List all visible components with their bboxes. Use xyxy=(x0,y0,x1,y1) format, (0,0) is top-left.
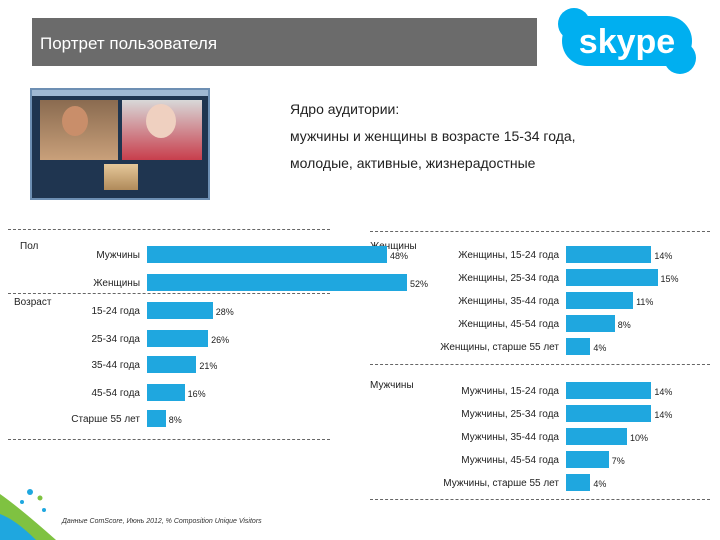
bar-label: Мужчины, 25-34 года xyxy=(461,409,559,420)
bar-label: Женщины, 25-34 года xyxy=(458,273,559,284)
data-label: 52% xyxy=(410,279,429,289)
core-audience: Ядро аудитории: мужчины и женщины в возр… xyxy=(290,96,576,177)
divider xyxy=(370,499,710,500)
bar-age-45-54 xyxy=(147,384,185,401)
core-audience-line2: молодые, активные, жизнерадостные xyxy=(290,155,536,171)
data-label: 4% xyxy=(593,343,607,353)
bar-women-45-54 xyxy=(566,315,615,332)
bar-women-35-44 xyxy=(566,292,634,309)
title-bar: Портрет пользователя xyxy=(32,18,537,66)
bar-age-25-34 xyxy=(147,330,209,347)
data-label: 14% xyxy=(654,410,673,420)
data-label: 10% xyxy=(630,433,649,443)
bar-label: Женщины xyxy=(93,278,140,289)
bar-women-55-plus xyxy=(566,338,591,355)
source-note: Данные ComScore, Июнь 2012, % Compositio… xyxy=(62,518,262,525)
divider xyxy=(8,439,330,440)
divider xyxy=(8,293,330,294)
bar-label: Мужчины, старше 55 лет xyxy=(443,478,559,489)
bar-label: Женщины, старше 55 лет xyxy=(440,342,559,353)
data-label: 11% xyxy=(636,297,654,307)
bar-women-15-24 xyxy=(566,246,652,263)
bar-age-35-44 xyxy=(147,356,197,373)
gender-section-label: Пол xyxy=(20,241,39,252)
bar-men-25-34 xyxy=(566,405,652,422)
bar-age-55-plus xyxy=(147,410,166,427)
bar-age-15-24 xyxy=(147,302,213,319)
data-label: 15% xyxy=(660,274,679,284)
bar-label: Женщины, 35-44 года xyxy=(458,296,559,307)
data-label: 14% xyxy=(654,387,673,397)
bar-label: 45-54 года xyxy=(91,388,140,399)
data-label: 28% xyxy=(215,307,234,317)
bar-women-25-34 xyxy=(566,269,658,286)
bar-men-15-24 xyxy=(566,382,652,399)
bar-men-55-plus xyxy=(566,474,591,491)
data-label: 16% xyxy=(187,389,206,399)
divider xyxy=(370,364,710,365)
bar-label: Женщины, 45-54 года xyxy=(458,319,559,330)
svg-text:skype: skype xyxy=(579,23,675,61)
data-label: 26% xyxy=(211,335,230,345)
data-label: 7% xyxy=(611,456,625,466)
bar-label: 25-34 года xyxy=(91,334,140,345)
bar-label: 15-24 года xyxy=(91,306,140,317)
divider xyxy=(370,231,710,232)
svg-text:TM: TM xyxy=(688,26,697,32)
bar-gender-men xyxy=(147,246,387,263)
skype-logo: skype TM xyxy=(558,8,697,74)
divider xyxy=(8,229,330,230)
data-label: 48% xyxy=(390,251,409,261)
video-call-image xyxy=(30,88,210,200)
page-title: Портрет пользователя xyxy=(40,34,218,53)
age-section-label: Возраст xyxy=(14,297,52,308)
bar-label: Женщины, 15-24 года xyxy=(458,250,559,261)
decorative-hearts xyxy=(0,489,56,540)
bar-label: Старше 55 лет xyxy=(71,414,140,425)
bar-label: 35-44 года xyxy=(91,360,140,371)
core-audience-heading: Ядро аудитории: xyxy=(290,101,400,117)
data-label: 14% xyxy=(654,251,673,261)
bar-men-45-54 xyxy=(566,451,609,468)
bar-label: Мужчины, 35-44 года xyxy=(461,432,559,443)
bar-label: Мужчины xyxy=(96,250,140,261)
bar-men-35-44 xyxy=(566,428,627,445)
data-label: 21% xyxy=(199,361,218,371)
bar-label: Мужчины, 45-54 года xyxy=(461,455,559,466)
data-label: 8% xyxy=(168,415,182,425)
data-label: 8% xyxy=(617,320,631,330)
women-section-label: Женщины xyxy=(370,241,417,252)
core-audience-line1: мужчины и женщины в возрасте 15-34 года, xyxy=(290,128,576,144)
bar-label: Мужчины, 15-24 года xyxy=(461,386,559,397)
data-label: 4% xyxy=(593,479,607,489)
bar-gender-women xyxy=(147,274,407,291)
men-section-label: Мужчины xyxy=(370,380,414,391)
